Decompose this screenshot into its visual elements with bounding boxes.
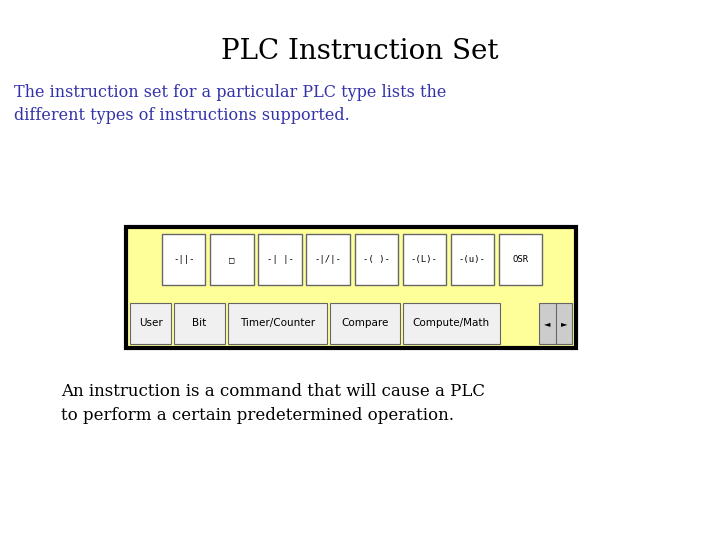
Text: The instruction set for a particular PLC type lists the
different types of instr: The instruction set for a particular PLC… [14,84,447,124]
Text: □: □ [229,255,235,264]
Text: ►: ► [561,319,567,328]
FancyBboxPatch shape [174,302,225,344]
FancyBboxPatch shape [258,234,302,285]
FancyBboxPatch shape [162,234,205,285]
FancyBboxPatch shape [330,302,400,344]
FancyBboxPatch shape [499,234,542,285]
FancyBboxPatch shape [228,302,328,344]
FancyBboxPatch shape [126,227,576,348]
FancyBboxPatch shape [451,234,494,285]
FancyBboxPatch shape [402,234,446,285]
Text: -|/|-: -|/|- [315,255,341,264]
Text: Timer/Counter: Timer/Counter [240,318,315,328]
Text: ◄: ◄ [544,319,550,328]
Text: OSR: OSR [513,255,528,264]
Text: -(u)-: -(u)- [459,255,486,264]
FancyBboxPatch shape [307,234,350,285]
Text: Compare: Compare [341,318,389,328]
Text: Bit: Bit [192,318,207,328]
Text: -(L)-: -(L)- [411,255,438,264]
FancyBboxPatch shape [130,302,171,344]
FancyBboxPatch shape [210,234,253,285]
Text: User: User [139,318,163,328]
Text: -( )-: -( )- [363,255,390,264]
Text: Compute/Math: Compute/Math [413,318,490,328]
FancyBboxPatch shape [354,234,398,285]
Text: -| |-: -| |- [266,255,294,264]
Text: PLC Instruction Set: PLC Instruction Set [221,38,499,65]
FancyBboxPatch shape [539,302,572,344]
Text: -||-: -||- [173,255,194,264]
FancyBboxPatch shape [403,302,500,344]
Text: An instruction is a command that will cause a PLC
to perform a certain predeterm: An instruction is a command that will ca… [61,383,485,424]
